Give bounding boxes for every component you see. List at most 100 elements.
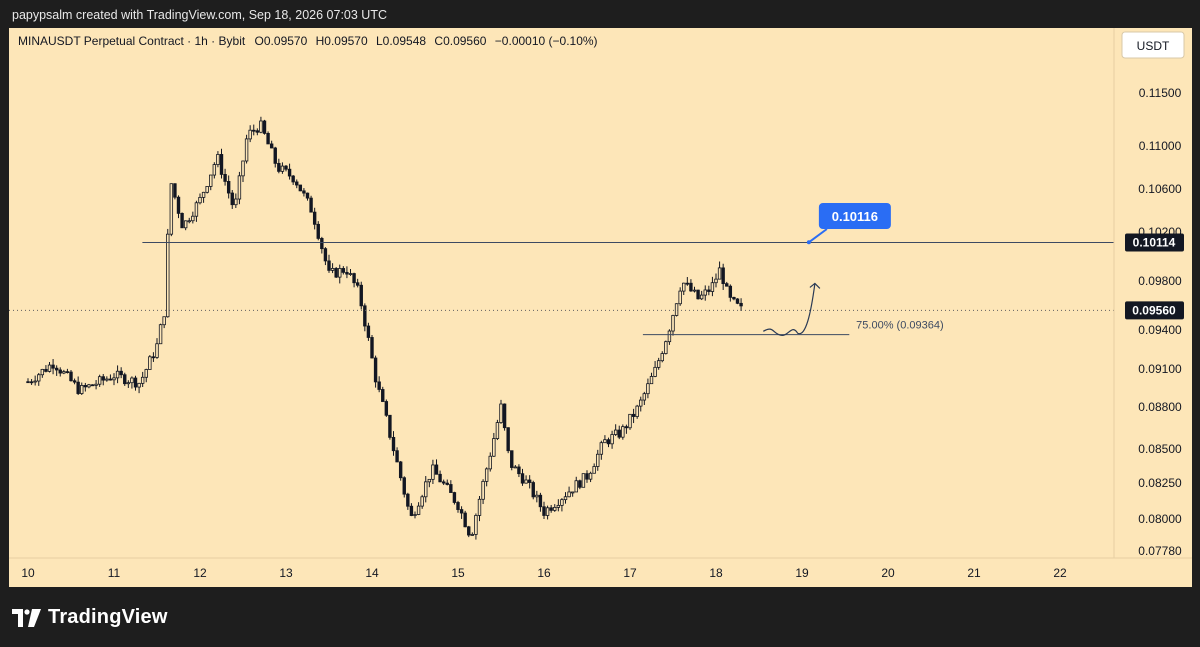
callout-pointer (808, 228, 828, 244)
candle-body (553, 506, 557, 511)
candle-body (449, 484, 453, 493)
candle-body (269, 143, 274, 149)
candle-body (728, 285, 733, 298)
price-callout[interactable]: 0.10116 (806, 203, 891, 245)
candle-body (148, 356, 152, 370)
candle-body (58, 369, 62, 374)
candle-body (162, 316, 166, 326)
tradingview-logo[interactable]: TradingView (12, 606, 168, 629)
candle-body (431, 464, 435, 480)
candle-body (592, 466, 596, 474)
callout-label: 0.10116 (832, 209, 878, 224)
candle-body (327, 260, 331, 271)
legend-change: −0.00010 (−0.10%) (495, 34, 598, 48)
candle-body (481, 480, 485, 500)
candle-body (664, 341, 668, 354)
candle-body (341, 268, 346, 273)
candle-body (725, 283, 729, 287)
time-axis[interactable]: 10 11 12 13 14 15 16 17 18 19 20 21 22 (21, 566, 1067, 580)
candle-body (29, 381, 34, 384)
candle-body (395, 450, 399, 463)
candle-body (667, 330, 672, 343)
legend-title: MINAUSDT Perpetual Contract · 1h · Bybit (18, 34, 246, 48)
date-tick-label: 15 (451, 566, 465, 580)
candle-body (130, 377, 134, 384)
candle-body (105, 378, 109, 381)
candle-body (255, 130, 260, 133)
candle-body (123, 374, 127, 385)
candle-body (646, 383, 650, 395)
candle-body (735, 298, 740, 304)
candle-body (40, 368, 45, 376)
current-price-label: 0.09560 (1125, 301, 1184, 320)
candle-body (101, 376, 105, 381)
candle-body (588, 472, 593, 480)
candle-body (176, 196, 181, 214)
candle-body (484, 468, 489, 482)
candle-body (459, 509, 464, 514)
candle-body (309, 197, 313, 213)
candle-body (234, 198, 238, 206)
price-chart[interactable]: 75.00% (0.09364) 0.10116 0.11500 0.11000 0… (9, 28, 1192, 587)
date-tick-label: 14 (365, 566, 379, 580)
price-tick-label: 0.08500 (1138, 442, 1182, 456)
candle-body (445, 482, 449, 485)
candle-body (434, 464, 439, 475)
callout-box (818, 203, 891, 229)
candle-body (610, 434, 614, 445)
candle-body (438, 473, 442, 483)
candle-body (338, 268, 342, 278)
candle-body (398, 461, 403, 479)
date-tick-label: 13 (279, 566, 293, 580)
candle-body (717, 267, 722, 280)
candle-body (140, 376, 145, 384)
candle-body (280, 165, 285, 172)
candle-body (685, 282, 690, 285)
candle-body (653, 366, 657, 377)
candle-body (65, 371, 70, 374)
candle-body (391, 436, 396, 452)
chart-area[interactable]: 75.00% (0.09364) 0.10116 0.11500 0.11000 0… (9, 28, 1192, 587)
date-tick-label: 18 (709, 566, 723, 580)
price-tick-label: 0.10600 (1138, 182, 1182, 196)
candle-body (621, 426, 625, 438)
candle-body (696, 289, 700, 300)
fib-level-label: 75.00% (0.09364) (856, 320, 943, 332)
candle-body (474, 515, 478, 535)
candle-body (237, 175, 242, 200)
candle-body (527, 479, 532, 483)
candle-body (273, 147, 277, 164)
candle-body (699, 294, 704, 300)
candle-body (488, 455, 492, 470)
candle-body (191, 215, 195, 222)
candle-body (295, 181, 299, 186)
candle-body (678, 290, 682, 305)
candle-body (467, 526, 471, 536)
candle-body (510, 450, 514, 468)
candle-body (535, 494, 539, 498)
projection-path[interactable] (762, 283, 816, 336)
candle-body (323, 248, 328, 262)
candle-body (97, 376, 102, 385)
candle-body (69, 371, 73, 382)
legend-close: C0.09560 (434, 34, 486, 48)
candle-body (212, 164, 217, 176)
candle-body (259, 120, 263, 133)
candle-body (596, 453, 600, 467)
candle-body (72, 380, 77, 383)
candle-body (87, 384, 91, 388)
candle-body (545, 507, 550, 516)
candle-body (216, 154, 220, 165)
candle-body (348, 273, 353, 275)
candle-body (406, 493, 410, 507)
candle-body (126, 382, 131, 385)
price-axis[interactable]: 0.115000.110000.106000.102000.098000.094… (1138, 86, 1182, 558)
candle-body (707, 289, 711, 292)
candle-body (166, 233, 170, 318)
currency-badge[interactable]: USDT (1121, 31, 1185, 59)
candle-body (506, 427, 510, 452)
footer-bar (0, 587, 1200, 647)
candle-body (513, 466, 518, 469)
candle-body (155, 343, 159, 358)
attribution-text: papypsalm created with TradingView.com, … (12, 8, 387, 22)
